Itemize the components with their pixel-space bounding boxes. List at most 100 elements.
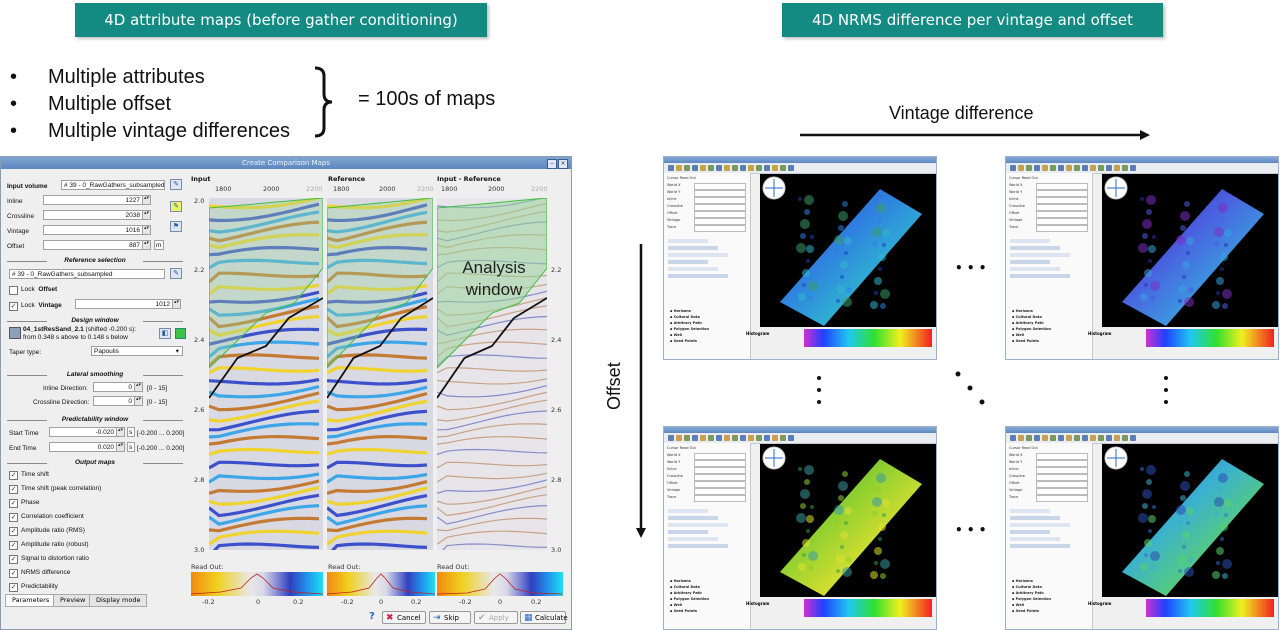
skip-button[interactable]: ⇥ Skip: [429, 611, 471, 624]
tree-row[interactable]: [1010, 246, 1060, 250]
nrms-colorbar[interactable]: [804, 599, 932, 621]
inline-input[interactable]: 1227 ▴▾: [43, 195, 151, 205]
nrms-map[interactable]: [1102, 444, 1278, 597]
lock-vintage-checkbox[interactable]: ✓: [9, 302, 18, 311]
tree-item[interactable]: ▪ Horizons: [1012, 309, 1033, 313]
toolbar-icon[interactable]: [732, 435, 738, 441]
offset-unit[interactable]: m: [154, 240, 164, 250]
tree-item[interactable]: ▪ Well: [1012, 603, 1025, 607]
toolbar-icon[interactable]: [748, 435, 754, 441]
output-map-checkbox[interactable]: ✓: [9, 541, 18, 550]
toolbar-icon[interactable]: [668, 165, 674, 171]
toolbar-icon[interactable]: [716, 165, 722, 171]
toolbar-icon[interactable]: [1098, 165, 1104, 171]
lock-offset-checkbox[interactable]: [9, 286, 18, 295]
toolbar-icon[interactable]: [740, 435, 746, 441]
toolbar-icon[interactable]: [684, 165, 690, 171]
toolbar-icon[interactable]: [700, 165, 706, 171]
toolbar-icon[interactable]: [1026, 435, 1032, 441]
tree-item[interactable]: ▪ Arbitrary Path: [1012, 321, 1044, 325]
spin-icon[interactable]: ▴▾: [172, 300, 180, 308]
output-map-checkbox[interactable]: ✓: [9, 555, 18, 564]
inline-direction-input[interactable]: 0 ▴▾: [93, 382, 143, 392]
tree-row[interactable]: [668, 246, 718, 250]
toolbar-icon[interactable]: [1114, 435, 1120, 441]
lock-vintage-input[interactable]: 1012 ▴▾: [75, 299, 181, 309]
toolbar-icon[interactable]: [1026, 165, 1032, 171]
tree-item[interactable]: ▪ Polygon Selection: [1012, 327, 1051, 331]
colorbar-difference[interactable]: [437, 572, 563, 596]
toolbar-icon[interactable]: [1066, 165, 1072, 171]
nrms-colorbar[interactable]: [1146, 329, 1274, 351]
tab-preview[interactable]: Preview: [53, 594, 93, 607]
spin-icon[interactable]: ▴▾: [142, 196, 150, 204]
toolbar-icon[interactable]: [748, 165, 754, 171]
tree-row[interactable]: [668, 544, 728, 548]
tree-row[interactable]: [668, 509, 708, 513]
tree-row[interactable]: [1010, 260, 1050, 264]
tree-item[interactable]: ▪ Arbitrary Path: [1012, 591, 1044, 595]
toolbar-icon[interactable]: [1066, 435, 1072, 441]
tab-parameters[interactable]: Parameters: [5, 594, 57, 607]
tree-item[interactable]: ▪ Well: [670, 333, 683, 337]
toolbar-icon[interactable]: [1058, 435, 1064, 441]
toolbar-icon[interactable]: [724, 435, 730, 441]
tree-row[interactable]: [1010, 523, 1070, 527]
taper-select[interactable]: Papoulis ▾: [91, 346, 183, 356]
tree-item[interactable]: ▪ Cultural Data: [670, 585, 700, 589]
tree-item[interactable]: ▪ Cultural Data: [670, 315, 700, 319]
toolbar-icon[interactable]: [1050, 435, 1056, 441]
tree-row[interactable]: [1010, 253, 1070, 257]
toolbar-icon[interactable]: [1010, 435, 1016, 441]
toolbar-icon[interactable]: [1114, 165, 1120, 171]
toolbar-icon[interactable]: [1034, 435, 1040, 441]
toolbar-icon[interactable]: [1106, 435, 1112, 441]
toolbar-icon[interactable]: [1098, 435, 1104, 441]
vintage-input[interactable]: 1016 ▴▾: [43, 225, 151, 235]
tree-item[interactable]: ▪ Polygon Selection: [670, 597, 709, 601]
toolbar-icon[interactable]: [692, 435, 698, 441]
tree-item[interactable]: ▪ Cultural Data: [1012, 585, 1042, 589]
tree-item[interactable]: ▪ Well: [1012, 333, 1025, 337]
toolbar-icon[interactable]: [756, 435, 762, 441]
start-time-input[interactable]: -0.020 ▴▾: [49, 427, 125, 437]
toolbar-icon[interactable]: [668, 435, 674, 441]
toolbar-icon[interactable]: [1058, 165, 1064, 171]
spin-icon[interactable]: ▴▾: [134, 397, 142, 405]
close-icon[interactable]: ×: [558, 159, 568, 169]
help-icon[interactable]: ?: [369, 611, 375, 622]
nrms-colorbar[interactable]: [1146, 599, 1274, 621]
toolbar-icon[interactable]: [708, 435, 714, 441]
end-time-unit[interactable]: s: [127, 442, 135, 452]
toolbar-icon[interactable]: [1122, 165, 1128, 171]
tree-row[interactable]: [1010, 537, 1060, 541]
tree-row[interactable]: [668, 523, 728, 527]
toolbar-icon[interactable]: [676, 165, 682, 171]
toolbar-icon[interactable]: [740, 165, 746, 171]
toolbar-icon[interactable]: [1090, 165, 1096, 171]
toolbar-icon[interactable]: [1018, 165, 1024, 171]
spin-icon[interactable]: ▴▾: [142, 241, 150, 249]
toolbar-icon[interactable]: [700, 435, 706, 441]
output-map-checkbox[interactable]: ✓: [9, 485, 18, 494]
tree-row[interactable]: [1010, 239, 1050, 243]
toolbar-icon[interactable]: [764, 435, 770, 441]
tree-row[interactable]: [1010, 530, 1050, 534]
toolbar-icon[interactable]: [756, 165, 762, 171]
toolbar-icon[interactable]: [772, 165, 778, 171]
toolbar-icon[interactable]: [692, 165, 698, 171]
toolbar-icon[interactable]: [676, 435, 682, 441]
spin-icon[interactable]: ▴▾: [116, 428, 124, 436]
toolbar-icon[interactable]: [780, 165, 786, 171]
tab-display-mode[interactable]: Display mode: [89, 594, 148, 607]
spin-icon[interactable]: ▴▾: [142, 211, 150, 219]
tree-item[interactable]: ▪ Arbitrary Path: [670, 321, 702, 325]
toolbar-icon[interactable]: [1034, 165, 1040, 171]
pick-icon[interactable]: ✎: [170, 201, 182, 212]
spin-icon[interactable]: ▴▾: [134, 383, 142, 391]
tree-item[interactable]: ▪ Polygon Selection: [670, 327, 709, 331]
tree-item[interactable]: ▪ Seed Points: [1012, 609, 1040, 613]
tree-row[interactable]: [1010, 274, 1070, 278]
toolbar-icon[interactable]: [1074, 435, 1080, 441]
toolbar-icon[interactable]: [1106, 165, 1112, 171]
